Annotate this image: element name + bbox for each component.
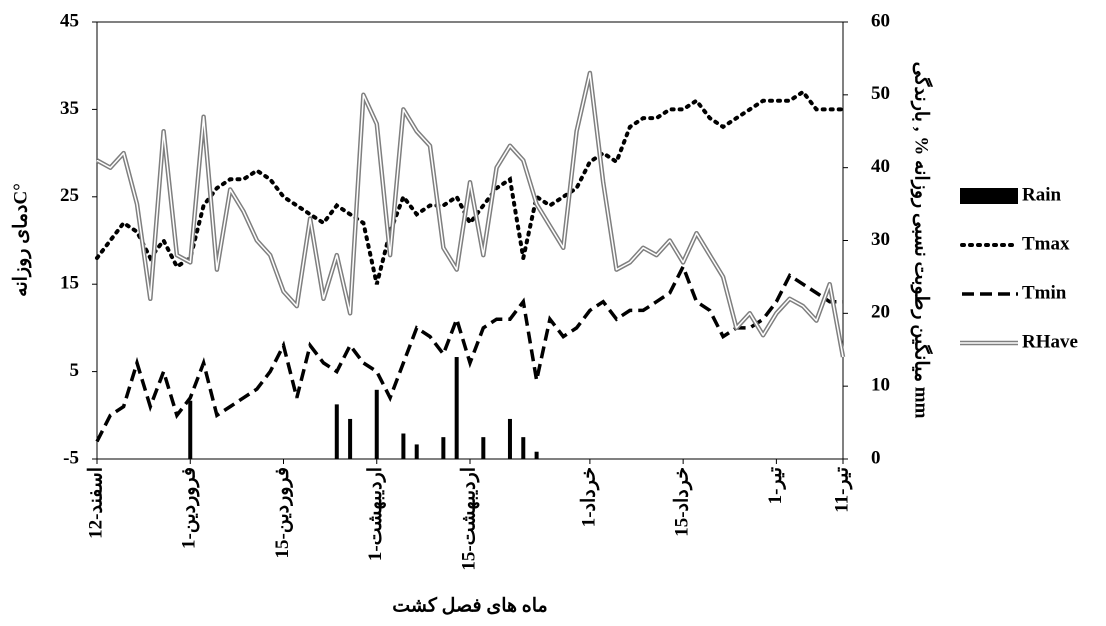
plot-frame bbox=[96, 21, 844, 460]
x-tick-label: 1-اردیبهشت bbox=[365, 467, 386, 561]
x-tick-label: 15-اردیبهشت bbox=[458, 467, 479, 571]
legend-swatch bbox=[960, 188, 1018, 204]
y-tick-label: 45 bbox=[60, 10, 79, 31]
y2-tick-label: 30 bbox=[871, 229, 890, 250]
bar bbox=[374, 389, 379, 459]
y2-tick-label: 40 bbox=[871, 156, 890, 177]
bar bbox=[441, 437, 446, 459]
line bbox=[95, 89, 845, 285]
line bbox=[95, 262, 843, 443]
bar bbox=[521, 437, 526, 459]
legend-label: Tmin bbox=[1022, 282, 1067, 303]
bar bbox=[454, 357, 459, 459]
x-tick-label: 15-خرداد bbox=[672, 467, 693, 537]
x-tick-label: 15-فروردین bbox=[272, 467, 293, 558]
legend-label: RHave bbox=[1022, 331, 1078, 352]
y2-tick-label: 60 bbox=[871, 10, 890, 31]
x-tick-label: 1-تیر bbox=[765, 467, 786, 504]
line bbox=[95, 70, 846, 358]
bar bbox=[534, 451, 539, 459]
bar bbox=[507, 418, 512, 459]
y2-tick-label: 50 bbox=[871, 83, 890, 104]
y2-tick-label: 0 bbox=[871, 447, 881, 468]
bar bbox=[401, 433, 406, 459]
y2-tick-label: 10 bbox=[871, 375, 890, 396]
y-tick-label: 15 bbox=[60, 273, 79, 294]
y-tick-label: 35 bbox=[60, 98, 79, 119]
x-tick-label: 11-تیر bbox=[831, 467, 852, 513]
y-tick-label: 5 bbox=[70, 360, 80, 381]
legend-label: Rain bbox=[1022, 184, 1062, 205]
x-axis-title: ماه های فصل کشت bbox=[392, 595, 547, 616]
bar bbox=[414, 444, 419, 459]
bar bbox=[348, 418, 353, 459]
y-tick-label: -5 bbox=[63, 447, 79, 468]
y-axis-title: دمای روزانهC° bbox=[10, 183, 31, 297]
bar bbox=[481, 437, 486, 459]
x-tick-label: 1-خرداد bbox=[578, 467, 599, 527]
x-tick-label: 1-فروردین bbox=[179, 467, 200, 549]
bar bbox=[334, 404, 339, 459]
line-inner bbox=[96, 72, 844, 358]
y-tick-label: 25 bbox=[60, 185, 79, 206]
y2-axis-title: میانگین رطوبت نسبی روزانه % , بارندگی mm bbox=[911, 62, 934, 419]
x-tick-label: 12-اسفند bbox=[85, 467, 106, 539]
legend-label: Tmax bbox=[1022, 233, 1070, 254]
bar bbox=[188, 400, 193, 459]
y2-tick-label: 20 bbox=[871, 302, 890, 323]
